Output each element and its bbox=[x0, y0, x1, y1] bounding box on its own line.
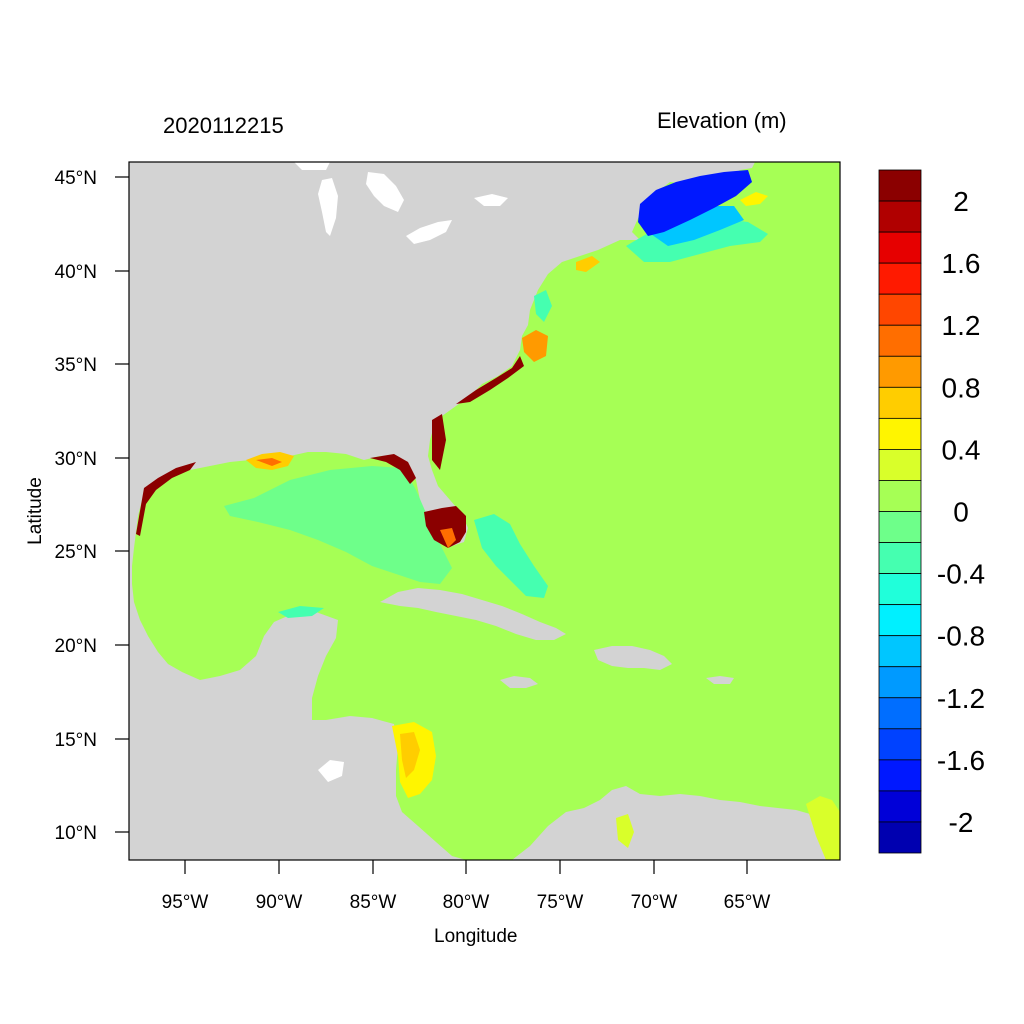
lat-tick-label: 20°N bbox=[55, 636, 97, 657]
nova-scotia-surge bbox=[740, 192, 768, 206]
colorbar-box bbox=[878, 542, 922, 574]
new-jersey-surge bbox=[576, 256, 600, 272]
antilles-anomaly bbox=[806, 796, 840, 860]
colorbar-box bbox=[878, 417, 922, 450]
florida-surge-core bbox=[440, 528, 456, 548]
colorbar-box bbox=[878, 355, 922, 388]
colorbar-label: -0.4 bbox=[937, 559, 985, 590]
lon-tick-label: 95°W bbox=[162, 892, 209, 913]
latitude-ticks: 45°N 40°N 35°N 30°N 25°N 20°N 15°N 10°N bbox=[55, 168, 129, 844]
carolina-surge bbox=[522, 330, 548, 362]
colorbar-label: 0.8 bbox=[942, 372, 981, 403]
lake-ontario bbox=[474, 194, 508, 206]
lon-tick-label: 80°W bbox=[443, 892, 490, 913]
colorbar bbox=[878, 169, 922, 854]
land-cuba bbox=[380, 588, 566, 640]
lat-tick-label: 30°N bbox=[55, 449, 97, 470]
lat-tick-label: 45°N bbox=[55, 168, 97, 189]
land-jamaica bbox=[500, 676, 538, 688]
colorbar-box bbox=[878, 697, 922, 730]
lat-tick-label: 15°N bbox=[55, 730, 97, 751]
colorbar-box bbox=[878, 169, 922, 202]
colorbar-box bbox=[878, 293, 922, 326]
chesapeake-anomaly bbox=[534, 290, 552, 322]
colorbar-box bbox=[878, 759, 922, 792]
gulf-negative-anomaly bbox=[224, 466, 452, 584]
colorbar-box bbox=[878, 821, 922, 854]
carolina-marsh-surge bbox=[456, 356, 524, 404]
lat-tick-label: 10°N bbox=[55, 823, 97, 844]
colorbar-box bbox=[878, 200, 922, 233]
lat-tick-label: 35°N bbox=[55, 355, 97, 376]
lon-tick-label: 90°W bbox=[256, 892, 303, 913]
colorbar-box bbox=[878, 728, 922, 761]
lake-michigan bbox=[318, 178, 338, 236]
colorbar-box bbox=[878, 449, 922, 481]
florida-east-coast-surge bbox=[432, 414, 446, 470]
lon-tick-label: 70°W bbox=[631, 892, 678, 913]
colorbar-box bbox=[878, 480, 922, 512]
colorbar-label: 2 bbox=[953, 186, 969, 217]
colorbar-label: 0.4 bbox=[942, 434, 981, 465]
lake-superior bbox=[294, 162, 330, 170]
colorbar-box bbox=[878, 604, 922, 637]
louisiana-surge-core bbox=[256, 458, 282, 466]
texas-coast-surge bbox=[136, 462, 196, 536]
lake-nicaragua bbox=[318, 760, 344, 782]
colorbar-label: 1.6 bbox=[942, 248, 981, 279]
colorbar-box bbox=[878, 511, 922, 543]
colorbar-box bbox=[878, 262, 922, 295]
plot-frame bbox=[128, 161, 841, 861]
bahamas-anomaly bbox=[474, 514, 548, 598]
lat-tick-label: 25°N bbox=[55, 542, 97, 563]
lake-huron bbox=[366, 172, 404, 212]
colorbar-box bbox=[878, 635, 922, 668]
gulf-of-maine-surge-inner bbox=[638, 170, 752, 236]
timestamp-title: 2020112215 bbox=[163, 113, 284, 138]
colorbar-box bbox=[878, 231, 922, 264]
central-america-surge-core bbox=[400, 732, 420, 778]
colorbar-label: -2 bbox=[949, 807, 974, 838]
lon-tick-label: 75°W bbox=[537, 892, 584, 913]
colorbar-labels: 2 1.6 1.2 0.8 0.4 0 -0.4 -0.8 -1.2 -1.6 -2 bbox=[937, 186, 985, 838]
colorbar-label: 0 bbox=[953, 497, 969, 528]
colorbar-box bbox=[878, 573, 922, 606]
colorbar-label: -1.6 bbox=[937, 745, 985, 776]
lon-tick-label: 85°W bbox=[350, 892, 397, 913]
colorbar-label: -0.8 bbox=[937, 621, 985, 652]
lon-tick-label: 65°W bbox=[724, 892, 771, 913]
florida-gulf-coast-surge bbox=[370, 454, 416, 484]
land-puerto-rico bbox=[706, 676, 734, 684]
colorbar-box bbox=[878, 386, 922, 419]
colorbar-box bbox=[878, 790, 922, 823]
land-south-america bbox=[512, 786, 836, 860]
colorbar-box bbox=[878, 324, 922, 357]
lat-tick-label: 40°N bbox=[55, 262, 97, 283]
colorbar-label: 1.2 bbox=[942, 310, 981, 341]
x-axis-label: Longitude bbox=[434, 926, 518, 947]
variable-title: Elevation (m) bbox=[657, 108, 787, 133]
colorbar-box bbox=[878, 666, 922, 699]
longitude-ticks: 95°W 90°W 85°W 80°W 75°W 70°W 65°W bbox=[162, 860, 771, 913]
yucatan-anomaly bbox=[278, 606, 324, 618]
map-area bbox=[129, 162, 840, 860]
florida-surge bbox=[424, 506, 466, 548]
land-hispaniola bbox=[594, 646, 672, 670]
lake-erie bbox=[406, 220, 452, 244]
gulf-of-maine-surge-mid bbox=[648, 206, 744, 246]
lake-maracaibo bbox=[616, 814, 634, 848]
colorbar-label: -1.2 bbox=[937, 683, 985, 714]
